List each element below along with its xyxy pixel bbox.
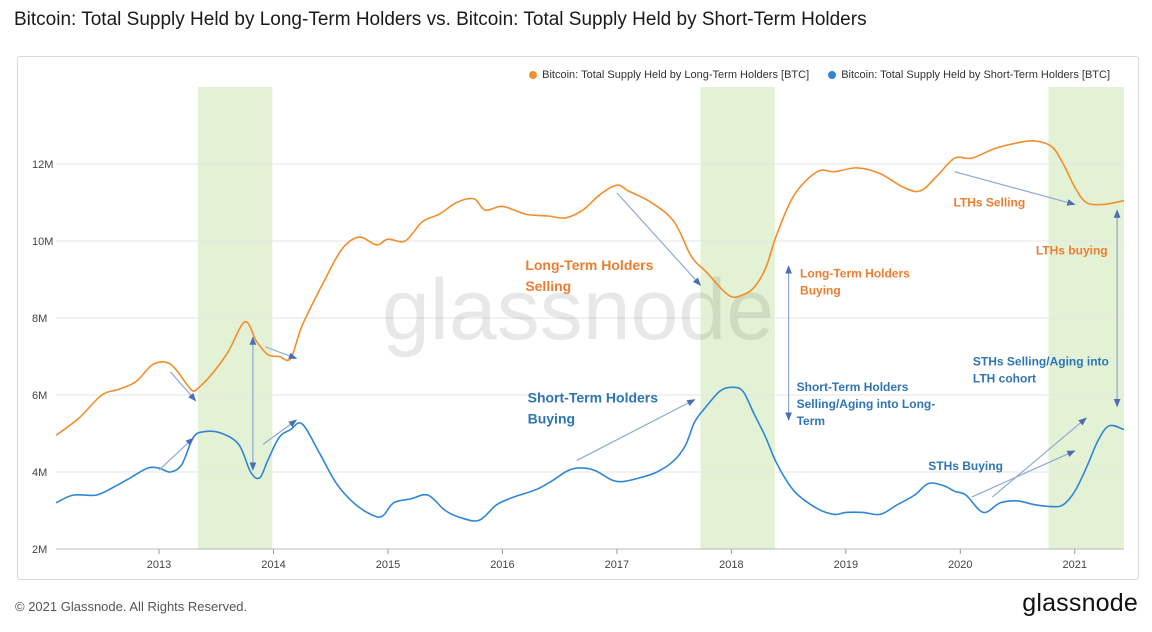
annotation-line: STHs Selling/Aging into <box>973 355 1109 369</box>
annotation-arrow-3 <box>262 419 298 445</box>
annotation-arrow-4 <box>265 346 298 359</box>
annotation-sths-buying-2020: STHs Buying <box>928 459 1003 473</box>
y-tick-label: 10M <box>32 236 53 248</box>
x-tick-label: 2016 <box>490 559 514 571</box>
legend-label-lth: Bitcoin: Total Supply Held by Long-Term … <box>542 69 810 81</box>
annotation-line: LTHs Selling <box>953 195 1025 209</box>
page-title: Bitcoin: Total Supply Held by Long-Term … <box>14 9 867 30</box>
y-tick-label: 6M <box>32 390 47 402</box>
x-tick-label: 2021 <box>1063 559 1087 571</box>
y-tick-label: 2M <box>32 544 47 556</box>
annotation-arrow-9 <box>991 417 1087 498</box>
annotation-line: STHs Buying <box>928 459 1003 473</box>
legend-dot-sth <box>828 71 837 79</box>
chart-plot: glassnode 2M 4M 6M 8M 10M 12M 2013 2014 2015 2016… <box>32 87 1125 571</box>
annotation-sths-selling-2021: STHs Selling/Aging into LTH cohort <box>973 355 1109 386</box>
annotation-line: LTHs buying <box>1036 243 1108 257</box>
annotation-arrow-10 <box>954 171 1076 206</box>
annotation-line: Long-Term Holders <box>525 257 653 273</box>
x-tick-label: 2014 <box>261 559 285 571</box>
chart-panel: Bitcoin: Total Supply Held by Long-Term … <box>17 56 1139 580</box>
y-tick-label: 12M <box>32 159 53 171</box>
chart-legend: Bitcoin: Total Supply Held by Long-Term … <box>513 69 1110 82</box>
annotation-line: Short-Term Holders <box>528 390 659 406</box>
annotation-arrow-5 <box>576 399 696 461</box>
y-tick-label: 8M <box>32 313 47 325</box>
annotation-line: Selling/Aging into Long- <box>797 397 936 411</box>
legend-item-lth[interactable]: Bitcoin: Total Supply Held by Long-Term … <box>529 69 809 81</box>
series-line-lth <box>55 139 1125 437</box>
annotation-arrow-8 <box>971 450 1076 498</box>
annotation-lths-buying-2021: LTHs buying <box>1036 243 1108 257</box>
annotation-line: Term <box>797 414 825 428</box>
annotation-line: Buying <box>528 411 575 427</box>
legend-label-sth: Bitcoin: Total Supply Held by Short-Term… <box>841 69 1110 81</box>
annotation-line: LTH cohort <box>973 372 1036 386</box>
x-tick-label: 2015 <box>376 559 400 571</box>
copyright-text: © 2021 Glassnode. All Rights Reserved. <box>15 599 248 614</box>
annotation-arrow-0 <box>170 371 197 402</box>
legend-item-sth[interactable]: Bitcoin: Total Supply Held by Short-Term… <box>828 69 1110 81</box>
annotation-arrow-1 <box>158 437 194 471</box>
annotation-arrow-6 <box>616 192 702 286</box>
glassnode-logo[interactable]: glassnode <box>1022 589 1138 617</box>
annotation-sth-buying: Short-Term Holders Buying <box>528 390 659 427</box>
x-tick-label: 2013 <box>147 559 171 571</box>
annotation-lth-selling: Long-Term Holders Selling <box>525 257 653 294</box>
series-line-sth <box>55 386 1125 522</box>
annotation-line: Short-Term Holders <box>797 380 909 394</box>
legend-dot-lth <box>529 71 538 79</box>
x-tick-label: 2017 <box>605 559 629 571</box>
x-tick-label: 2020 <box>948 559 972 571</box>
annotation-line: Selling <box>525 278 571 294</box>
annotation-sth-selling-2018: Short-Term Holders Selling/Aging into Lon… <box>797 380 936 428</box>
annotation-lth-buying-2018: Long-Term Holders Buying <box>800 267 910 298</box>
x-tick-label: 2018 <box>719 559 743 571</box>
watermark-text: glassnode <box>382 262 774 358</box>
y-tick-label: 4M <box>32 467 47 479</box>
x-tick-label: 2019 <box>834 559 858 571</box>
annotation-line: Long-Term Holders <box>800 267 910 281</box>
annotation-line: Buying <box>800 284 841 298</box>
annotation-lths-selling-2020: LTHs Selling <box>953 195 1025 209</box>
